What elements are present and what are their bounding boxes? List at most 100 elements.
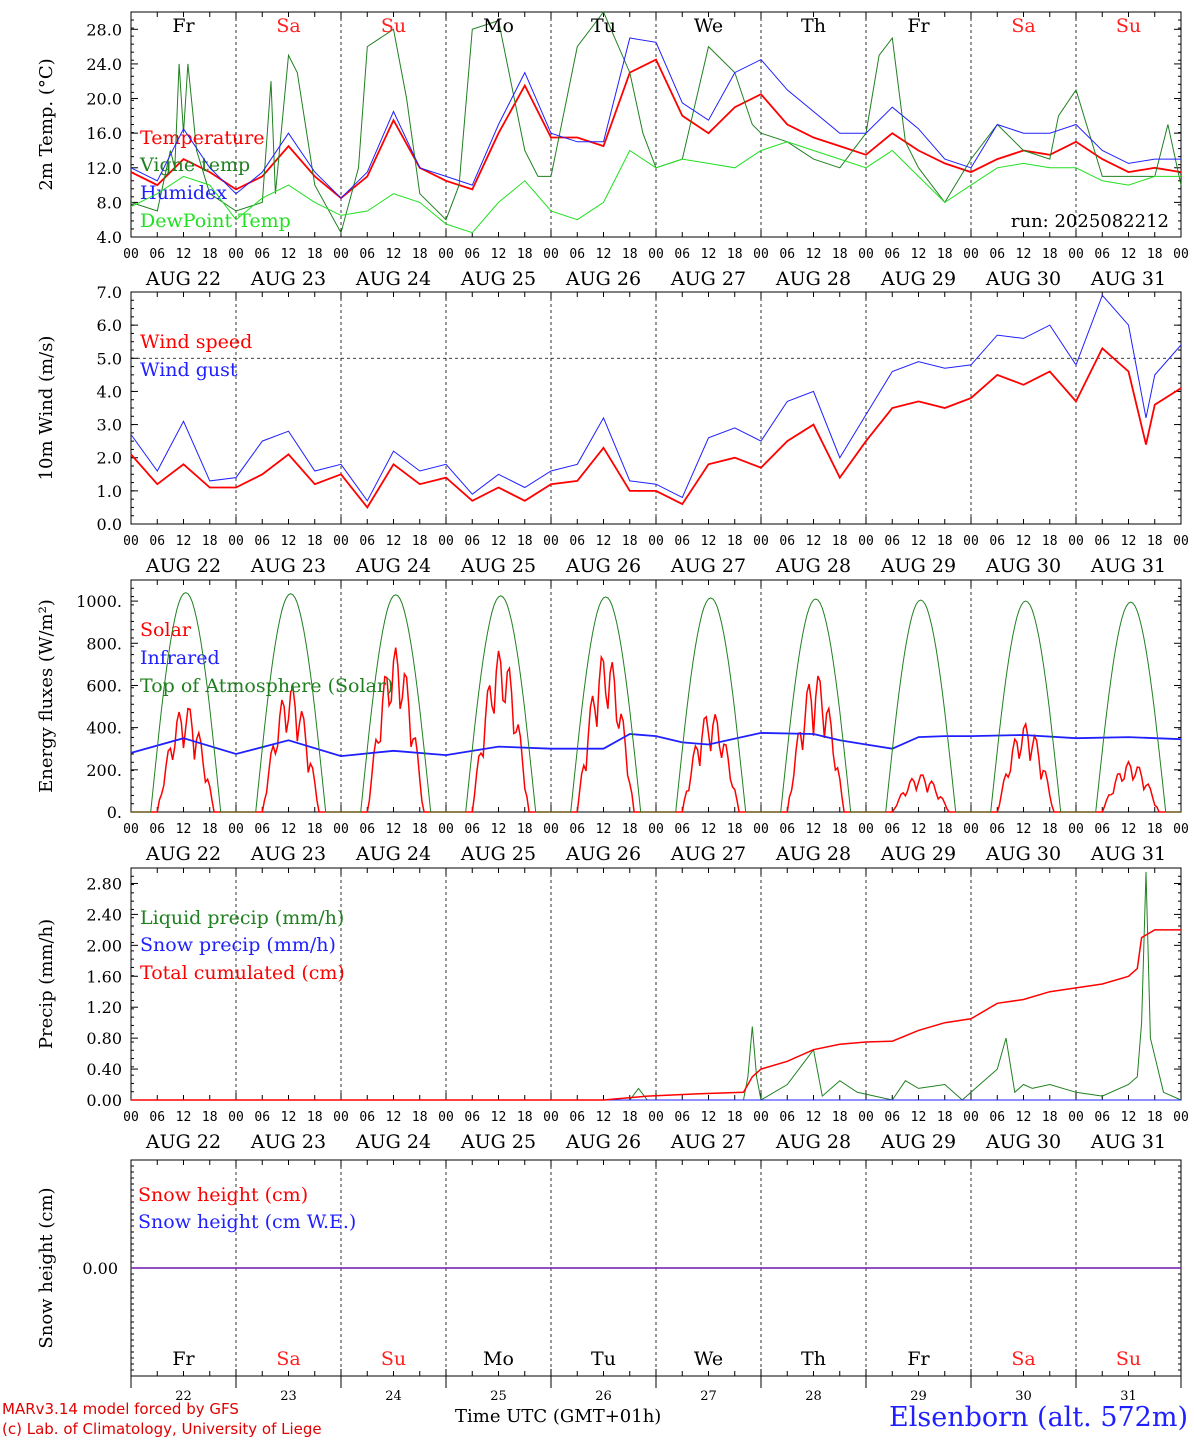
hour-tick-label: 12 <box>386 822 402 837</box>
weekday-label: Fr <box>172 1348 195 1370</box>
y-tick-label: 8.0 <box>97 193 122 212</box>
hour-tick-label: 06 <box>359 822 375 837</box>
model-credit: MARv3.14 model forced by GFS <box>2 1400 239 1418</box>
date-label: AUG 30 <box>985 555 1061 577</box>
date-label: AUG 25 <box>460 555 536 577</box>
weekday-label: Su <box>381 1348 406 1370</box>
date-label: AUG 30 <box>985 843 1061 865</box>
weekday-label: Sa <box>1011 15 1035 37</box>
y-tick-label: 0.0 <box>97 515 122 534</box>
legend-entry: Snow height (cm) <box>138 1184 308 1206</box>
hour-tick-label: 00 <box>1173 1110 1189 1125</box>
hour-tick-label: 06 <box>884 247 900 262</box>
hour-tick-label: 12 <box>386 247 402 262</box>
hour-tick-label: 06 <box>1094 822 1110 837</box>
hour-tick-label: 18 <box>1147 822 1163 837</box>
hour-tick-label: 12 <box>596 534 612 549</box>
hour-tick-label: 18 <box>622 247 638 262</box>
hour-tick-label: 00 <box>1173 247 1189 262</box>
hour-tick-label: 00 <box>228 247 244 262</box>
y-tick-label: 28.0 <box>86 20 122 39</box>
date-label: AUG 25 <box>460 1131 536 1153</box>
y-tick-label: 2.40 <box>86 905 122 924</box>
hour-tick-label: 18 <box>1042 1110 1058 1125</box>
hour-tick-label: 12 <box>911 247 927 262</box>
hour-tick-label: 00 <box>438 1110 454 1125</box>
hour-tick-label: 06 <box>989 247 1005 262</box>
legend-entry: Wind gust <box>140 359 238 381</box>
hour-tick-label: 12 <box>1016 534 1032 549</box>
hour-tick-label: 00 <box>123 534 139 549</box>
hour-tick-label: 12 <box>1121 247 1137 262</box>
hour-tick-label: 18 <box>307 822 323 837</box>
hour-tick-label: 12 <box>806 1110 822 1125</box>
hour-tick-label: 12 <box>176 534 192 549</box>
y-tick-label: 600. <box>86 676 122 695</box>
date-label: AUG 28 <box>775 1131 851 1153</box>
hour-tick-label: 12 <box>1016 247 1032 262</box>
weekday-label: Th <box>801 1348 826 1370</box>
hour-tick-label: 00 <box>1068 247 1084 262</box>
run-annotation: run: 2025082212 <box>1011 211 1169 232</box>
hour-tick-label: 12 <box>491 534 507 549</box>
hour-tick-label: 18 <box>832 247 848 262</box>
y-tick-label: 0.80 <box>86 1029 122 1048</box>
hour-tick-label: 00 <box>648 534 664 549</box>
hour-tick-label: 00 <box>438 822 454 837</box>
day-number-label: 22 <box>175 1389 192 1404</box>
weekday-label: Th <box>801 15 826 37</box>
hour-tick-label: 00 <box>648 247 664 262</box>
hour-tick-label: 00 <box>753 822 769 837</box>
legend-entry: Snow precip (mm/h) <box>140 934 336 956</box>
hour-tick-label: 06 <box>149 534 165 549</box>
hour-tick-label: 18 <box>727 534 743 549</box>
hour-tick-label: 00 <box>963 822 979 837</box>
hour-tick-label: 00 <box>1068 822 1084 837</box>
hour-tick-label: 00 <box>543 534 559 549</box>
date-label: AUG 29 <box>880 555 956 577</box>
date-label: AUG 25 <box>460 268 536 290</box>
legend-entry: Liquid precip (mm/h) <box>140 907 344 929</box>
hour-tick-label: 12 <box>281 822 297 837</box>
hour-tick-label: 12 <box>1121 822 1137 837</box>
date-label: AUG 26 <box>565 555 641 577</box>
date-label: AUG 30 <box>985 268 1061 290</box>
hour-tick-label: 06 <box>674 534 690 549</box>
date-label: AUG 22 <box>145 1131 221 1153</box>
series-line <box>130 346 1182 509</box>
y-tick-label: 0.00 <box>86 1091 122 1110</box>
hour-tick-label: 12 <box>701 534 717 549</box>
hour-tick-label: 18 <box>622 534 638 549</box>
y-tick-label: 3.0 <box>97 416 122 435</box>
hour-tick-label: 00 <box>858 1110 874 1125</box>
y-tick-label: 16.0 <box>86 124 122 143</box>
hour-tick-label: 18 <box>202 1110 218 1125</box>
hour-tick-label: 00 <box>1173 534 1189 549</box>
hour-tick-label: 06 <box>884 822 900 837</box>
panel-frame <box>130 11 1182 238</box>
hour-tick-label: 00 <box>753 534 769 549</box>
y-tick-label: 0. <box>107 803 122 822</box>
hour-tick-label: 06 <box>674 822 690 837</box>
hour-tick-label: 06 <box>359 1110 375 1125</box>
hour-tick-label: 00 <box>333 247 349 262</box>
y-tick-label: 800. <box>86 634 122 653</box>
y-axis-label: 2m Temp. (°C) <box>36 58 57 190</box>
date-label: AUG 28 <box>775 555 851 577</box>
hour-tick-label: 18 <box>1042 247 1058 262</box>
hour-tick-label: 00 <box>963 247 979 262</box>
date-label: AUG 27 <box>670 1131 746 1153</box>
date-label: AUG 28 <box>775 268 851 290</box>
hour-tick-label: 18 <box>517 247 533 262</box>
hour-tick-label: 00 <box>228 822 244 837</box>
series-line <box>130 141 1181 234</box>
hour-tick-label: 06 <box>1094 247 1110 262</box>
hour-tick-label: 00 <box>753 247 769 262</box>
day-number-label: 28 <box>805 1389 822 1404</box>
date-label: AUG 26 <box>565 1131 641 1153</box>
hour-tick-label: 18 <box>307 247 323 262</box>
hour-tick-label: 18 <box>517 822 533 837</box>
hour-tick-label: 00 <box>858 534 874 549</box>
hour-tick-label: 00 <box>963 534 979 549</box>
